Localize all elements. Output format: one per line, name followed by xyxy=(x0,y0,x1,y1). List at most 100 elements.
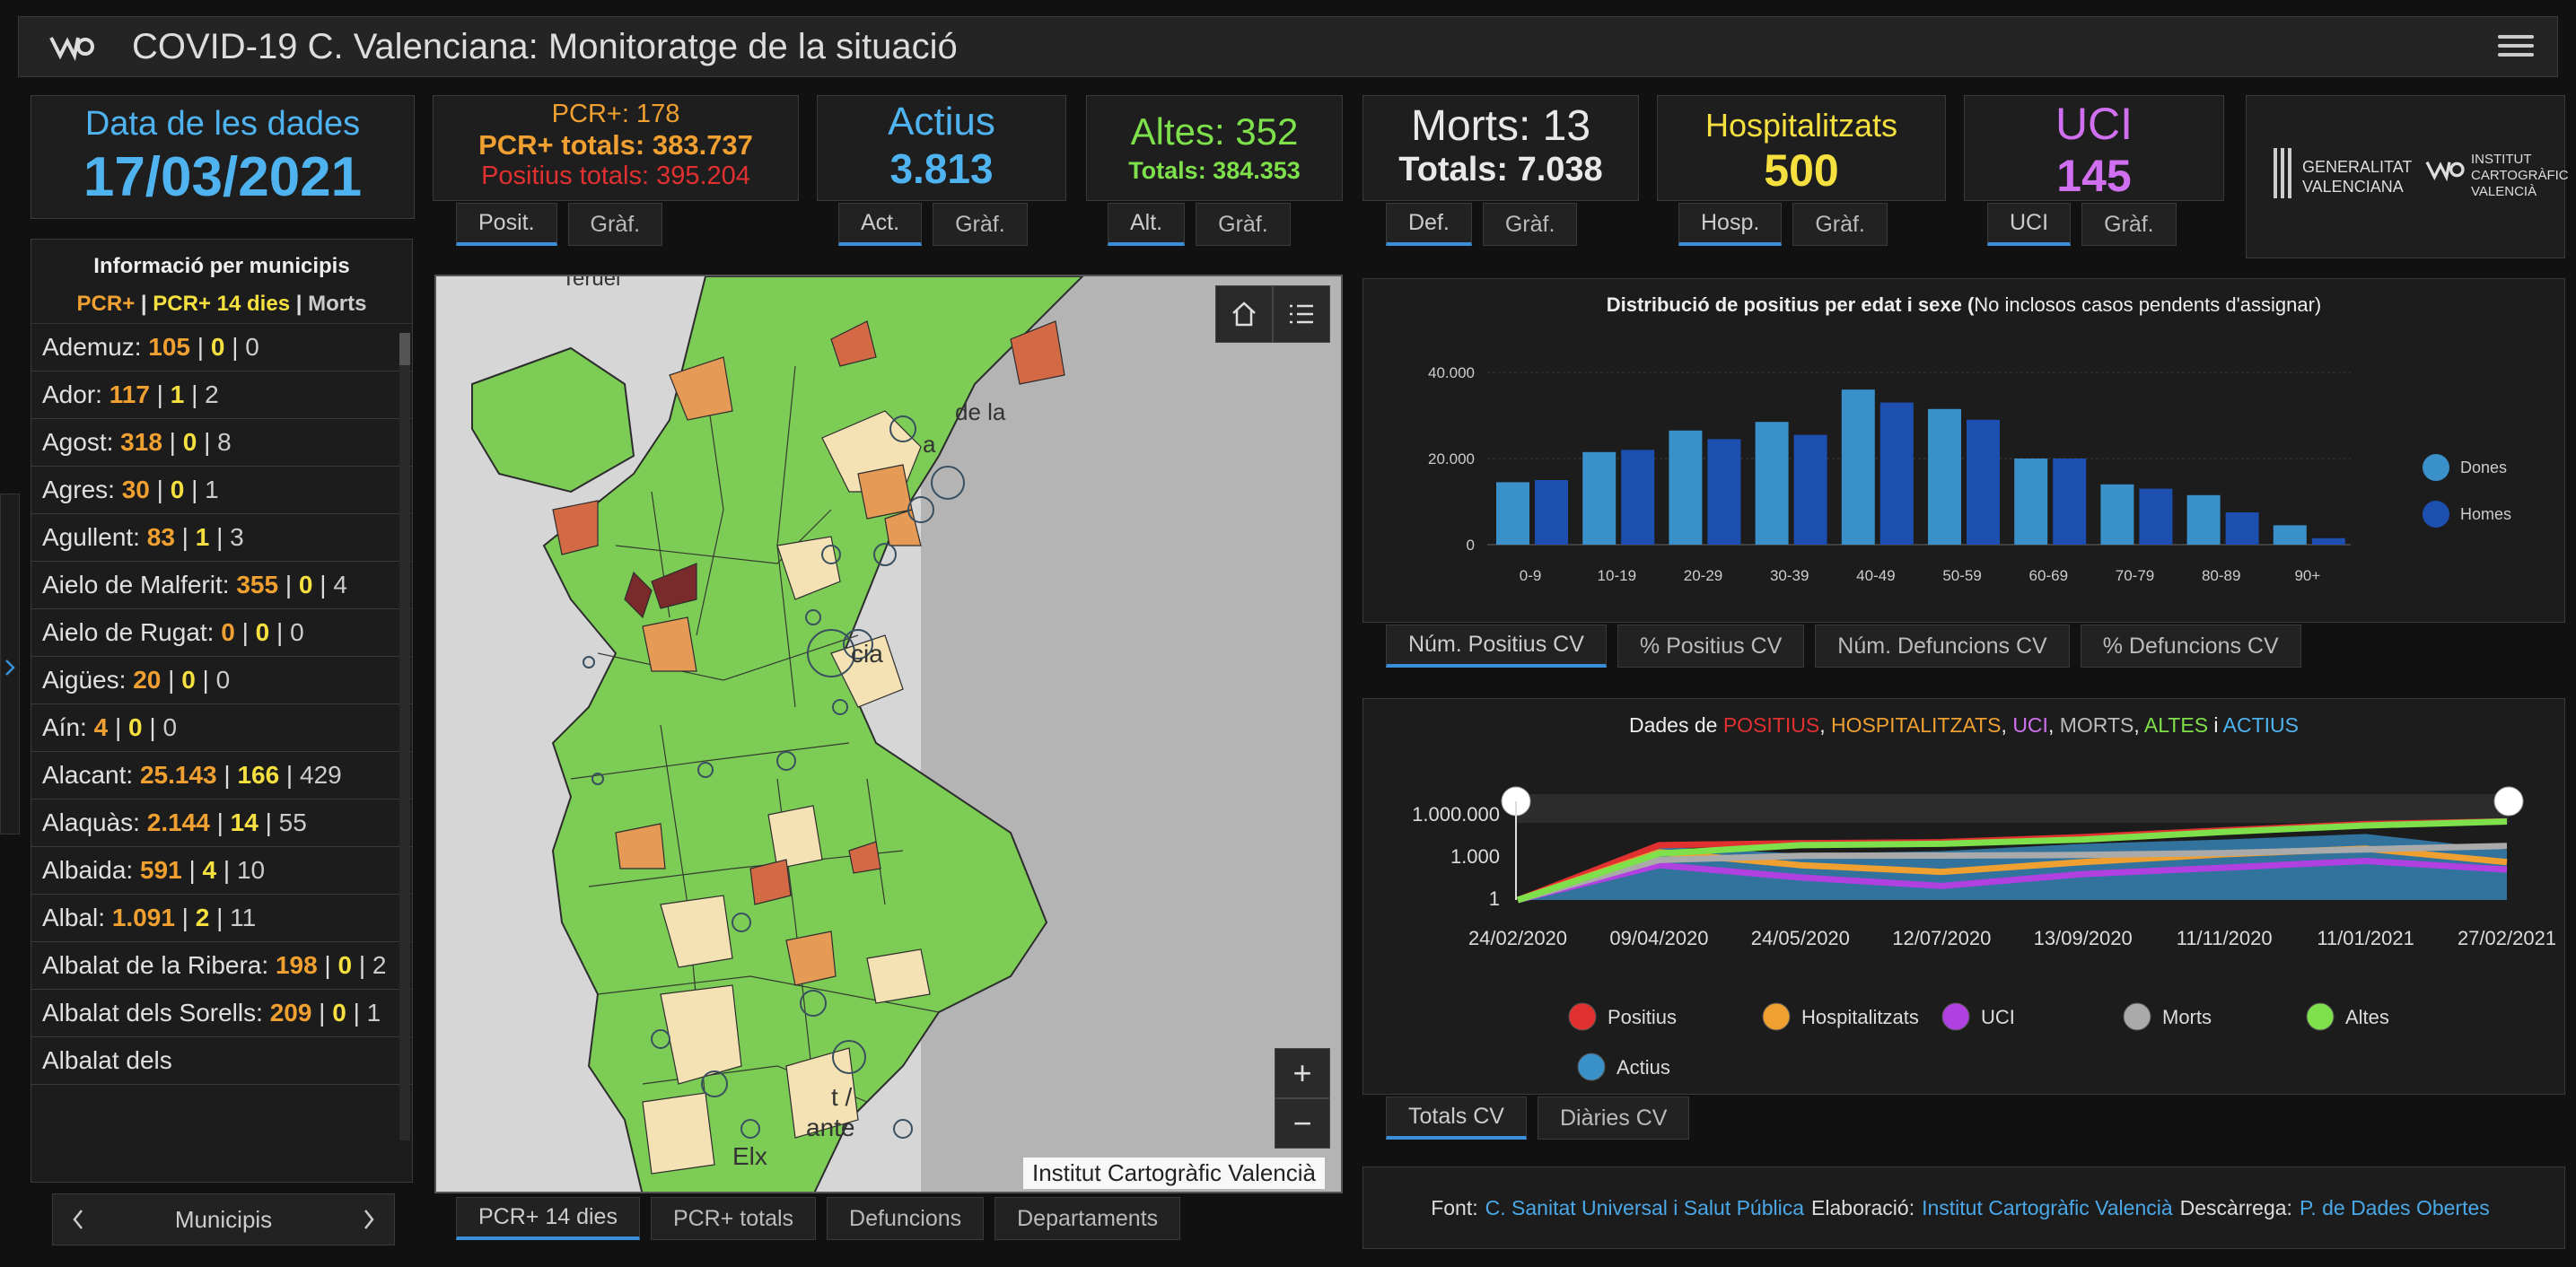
bar-homes-60-69[interactable] xyxy=(2053,459,2087,545)
legend-list-icon[interactable] xyxy=(1273,285,1330,343)
legend-uci-icon xyxy=(1941,1002,1970,1031)
chevron-left-icon[interactable] xyxy=(71,1208,85,1231)
list-item[interactable]: Agost: 318 | 0 | 8 xyxy=(31,419,412,467)
legend-morts-icon xyxy=(2123,1002,2151,1031)
line-xtick: 11/11/2020 xyxy=(2177,927,2273,949)
tab-pcr-graf[interactable]: Gràf. xyxy=(567,203,663,246)
tab-morts-graf[interactable]: Gràf. xyxy=(1482,203,1578,246)
bar-dones-0-9[interactable] xyxy=(1496,482,1529,545)
list-item[interactable]: Albalat dels xyxy=(31,1037,412,1085)
date-box: Data de les dades 17/03/2021 xyxy=(31,95,415,219)
tab-actius[interactable]: Act. xyxy=(838,203,923,246)
tab-positius[interactable]: Posit. xyxy=(456,203,557,246)
bar-homes-70-79[interactable] xyxy=(2139,488,2173,545)
tab-pcr-14-dies[interactable]: PCR+ 14 dies xyxy=(456,1197,640,1240)
bar-xtick: 60-69 xyxy=(2029,567,2068,584)
bar-homes-0-9[interactable] xyxy=(1535,480,1568,545)
list-item[interactable]: Aielo de Malferit: 355 | 0 | 4 xyxy=(31,562,412,609)
bar-homes-40-49[interactable] xyxy=(1879,402,1914,545)
tab-uci-graf[interactable]: Gràf. xyxy=(2081,203,2177,246)
home-icon[interactable] xyxy=(1215,285,1273,343)
elaboration-link[interactable]: Institut Cartogràfic Valencià xyxy=(1922,1195,2173,1219)
tab-altes[interactable]: Alt. xyxy=(1108,203,1186,246)
tab-totals-cv[interactable]: Totals CV xyxy=(1386,1097,1527,1140)
bar-homes-20-29[interactable] xyxy=(1707,439,1741,545)
logos-panel: GENERALITAT VALENCIANA INSTITUT CARTOGRÀFI… xyxy=(2246,95,2569,258)
line-series-altes[interactable] xyxy=(1516,818,2508,904)
line-xtick: 24/02/2020 xyxy=(1468,927,1567,949)
line-ytick: 1.000.000 xyxy=(1412,803,1500,826)
actius-tabs: Act. Gràf. xyxy=(838,203,1028,246)
tab-num-positius[interactable]: Núm. Positius CV xyxy=(1386,625,1607,668)
legend-dones-icon xyxy=(2423,454,2449,481)
tab-hosp-graf[interactable]: Gràf. xyxy=(1792,203,1888,246)
map-view[interactable]: Teruel de la a cia t / ante Elx + − Inst… xyxy=(434,275,1343,1193)
line-series-uci[interactable] xyxy=(1517,857,2508,904)
tab-defuncions-map[interactable]: Defuncions xyxy=(827,1197,985,1240)
altes-value: Totals: 384.353 xyxy=(1128,157,1301,184)
list-item[interactable]: Ador: 117 | 1 | 2 xyxy=(31,371,412,419)
tab-num-defuncions[interactable]: Núm. Defuncions CV xyxy=(1815,625,2070,668)
municipis-scrollbar[interactable] xyxy=(399,333,410,1140)
list-item[interactable]: Albalat dels Sorells: 209 | 0 | 1 xyxy=(31,990,412,1037)
list-item[interactable]: Agullent: 83 | 1 | 3 xyxy=(31,514,412,562)
map-canvas[interactable]: Teruel de la a cia t / ante Elx xyxy=(436,276,1343,1193)
bar-homes-10-19[interactable] xyxy=(1621,450,1655,545)
tab-actius-graf[interactable]: Gràf. xyxy=(933,203,1028,246)
side-panel-handle[interactable] xyxy=(0,494,20,834)
line-series-morts[interactable] xyxy=(1517,843,2508,904)
zoom-in-icon[interactable]: + xyxy=(1275,1048,1330,1098)
tab-defuncions[interactable]: Def. xyxy=(1386,203,1472,246)
legend-positius-icon xyxy=(1568,1002,1597,1031)
tab-hosp[interactable]: Hosp. xyxy=(1678,203,1783,246)
bar-homes-30-39[interactable] xyxy=(1793,434,1827,545)
hamburger-menu-icon[interactable] xyxy=(2498,30,2534,66)
app-header: COVID-19 C. Valenciana: Monitoratge de l… xyxy=(18,16,2558,77)
line-ytick: 1.000 xyxy=(1450,845,1500,868)
bar-chart: 0 20.000 40.000 0-9 10-19 20-29 30-39 40-49 50-5… xyxy=(1428,364,2511,584)
tab-pct-defuncions[interactable]: % Defuncions CV xyxy=(2080,625,2301,668)
list-item[interactable]: Aigües: 20 | 0 | 0 xyxy=(31,657,412,704)
tab-altes-graf[interactable]: Gràf. xyxy=(1196,203,1291,246)
bar-ytick: 20.000 xyxy=(1428,450,1475,467)
tab-diaries-cv[interactable]: Diàries CV xyxy=(1537,1097,1690,1140)
bar-dones-30-39[interactable] xyxy=(1755,422,1789,545)
bar-homes-80-89[interactable] xyxy=(2225,512,2259,545)
range-handle-right-icon[interactable] xyxy=(2493,786,2524,817)
bar-ytick: 40.000 xyxy=(1428,364,1475,381)
tab-pcr-totals[interactable]: PCR+ totals xyxy=(650,1197,817,1240)
tab-pct-positius[interactable]: % Positius CV xyxy=(1617,625,1805,668)
legend-positius: Positius xyxy=(1608,1006,1677,1028)
list-item[interactable]: Albal: 1.091 | 2 | 11 xyxy=(31,895,412,942)
list-item[interactable]: Albaida: 591 | 4 | 10 xyxy=(31,847,412,895)
morts-box: Morts: 13 Totals: 7.038 xyxy=(1362,95,1639,201)
list-item[interactable]: Albalat de la Ribera: 198 | 0 | 2 xyxy=(31,942,412,990)
bar-dones-40-49[interactable] xyxy=(1841,389,1875,545)
list-item[interactable]: Alacant: 25.143 | 166 | 429 xyxy=(31,752,412,800)
legend-actius-icon xyxy=(1577,1053,1606,1081)
bar-dones-90+[interactable] xyxy=(2273,525,2307,545)
tab-uci[interactable]: UCI xyxy=(1987,203,2072,246)
list-item[interactable]: Alaquàs: 2.144 | 14 | 55 xyxy=(31,800,412,847)
list-item[interactable]: Agres: 30 | 0 | 1 xyxy=(31,467,412,514)
bar-dones-20-29[interactable] xyxy=(1669,430,1703,545)
chevron-right-icon[interactable] xyxy=(362,1208,376,1231)
list-item[interactable]: Aielo de Rugat: 0 | 0 | 0 xyxy=(31,609,412,657)
positius-totals: Positius totals: 395.204 xyxy=(481,162,750,190)
bar-dones-60-69[interactable] xyxy=(2014,459,2048,545)
bar-dones-10-19[interactable] xyxy=(1582,451,1617,545)
hosp-value: 500 xyxy=(1764,145,1839,196)
list-item[interactable]: Aín: 4 | 0 | 0 xyxy=(31,704,412,752)
bar-dones-80-89[interactable] xyxy=(2186,494,2221,545)
source-link[interactable]: C. Sanitat Universal i Salut Pública xyxy=(1485,1195,1805,1219)
download-link[interactable]: P. de Dades Obertes xyxy=(2299,1195,2490,1219)
bar-homes-90+[interactable] xyxy=(2311,537,2345,545)
list-item[interactable]: Ademuz: 105 | 0 | 0 xyxy=(31,324,412,371)
bar-homes-50-59[interactable] xyxy=(1967,419,2000,545)
bar-dones-70-79[interactable] xyxy=(2100,484,2134,545)
tab-departaments[interactable]: Departaments xyxy=(994,1197,1181,1240)
range-slider-track[interactable] xyxy=(1516,794,2509,823)
zoom-out-icon[interactable]: − xyxy=(1275,1098,1330,1149)
bar-dones-50-59[interactable] xyxy=(1928,408,1961,545)
uci-box: UCI 145 xyxy=(1964,95,2224,201)
